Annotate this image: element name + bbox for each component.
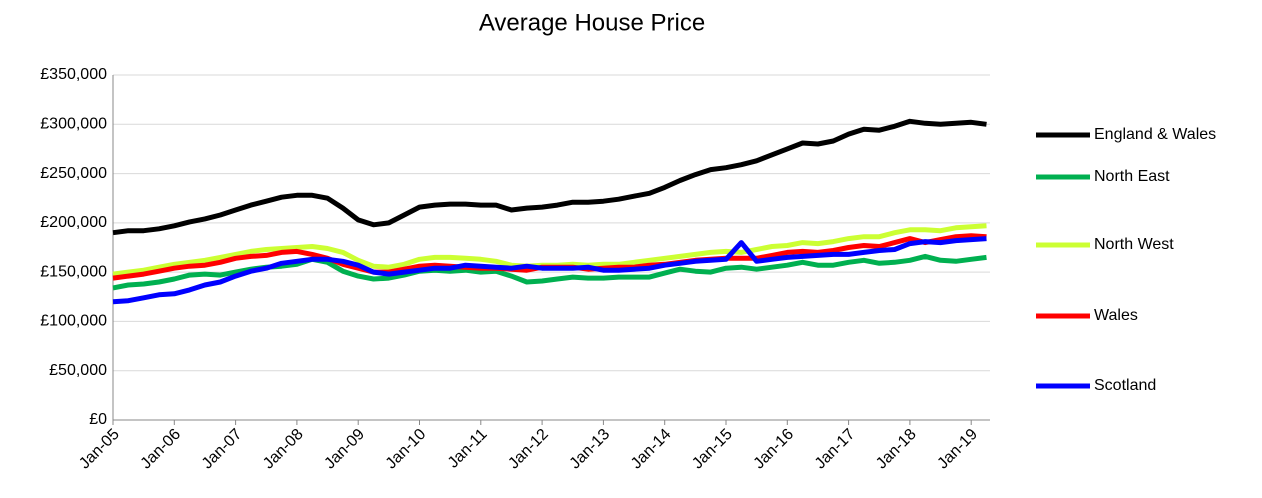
legend-label: North East — [1094, 168, 1170, 185]
y-tick-label: £250,000 — [40, 165, 107, 182]
x-tick-label: Jan-15 — [689, 426, 736, 473]
series-line — [112, 236, 987, 305]
x-tick-label: Jan-05 — [76, 426, 123, 473]
x-tick-label: Jan-11 — [445, 426, 491, 472]
y-tick-label: £200,000 — [40, 214, 107, 231]
series-line — [112, 118, 987, 236]
legend-label: Scotland — [1094, 377, 1156, 394]
y-tick-label: £0 — [89, 411, 107, 428]
x-tick-label: Jan-13 — [567, 426, 614, 473]
chart-title: Average House Price — [479, 9, 705, 36]
x-tick-label: Jan-12 — [505, 426, 552, 473]
x-tick-label: Jan-18 — [873, 426, 920, 473]
legend-label: England & Wales — [1094, 126, 1216, 143]
y-tick-label: £50,000 — [49, 362, 107, 379]
x-tick-label: Jan-16 — [750, 426, 797, 473]
legend-label: Wales — [1094, 307, 1138, 324]
y-tick-label: £150,000 — [40, 263, 107, 280]
x-tick-label: Jan-06 — [137, 426, 184, 473]
y-tick-label: £100,000 — [40, 313, 107, 330]
x-tick-label: Jan-10 — [383, 426, 430, 473]
x-tick-label: Jan-08 — [260, 426, 307, 473]
x-tick-label: Jan-19 — [934, 426, 981, 473]
x-tick-label: Jan-14 — [628, 426, 675, 473]
x-tick-label: Jan-17 — [812, 426, 859, 473]
y-tick-label: £300,000 — [40, 116, 107, 133]
y-tick-label: £350,000 — [40, 66, 107, 83]
x-tick-label: Jan-07 — [199, 426, 246, 473]
legend-label: North West — [1094, 236, 1174, 253]
x-tick-label: Jan-09 — [321, 426, 368, 473]
